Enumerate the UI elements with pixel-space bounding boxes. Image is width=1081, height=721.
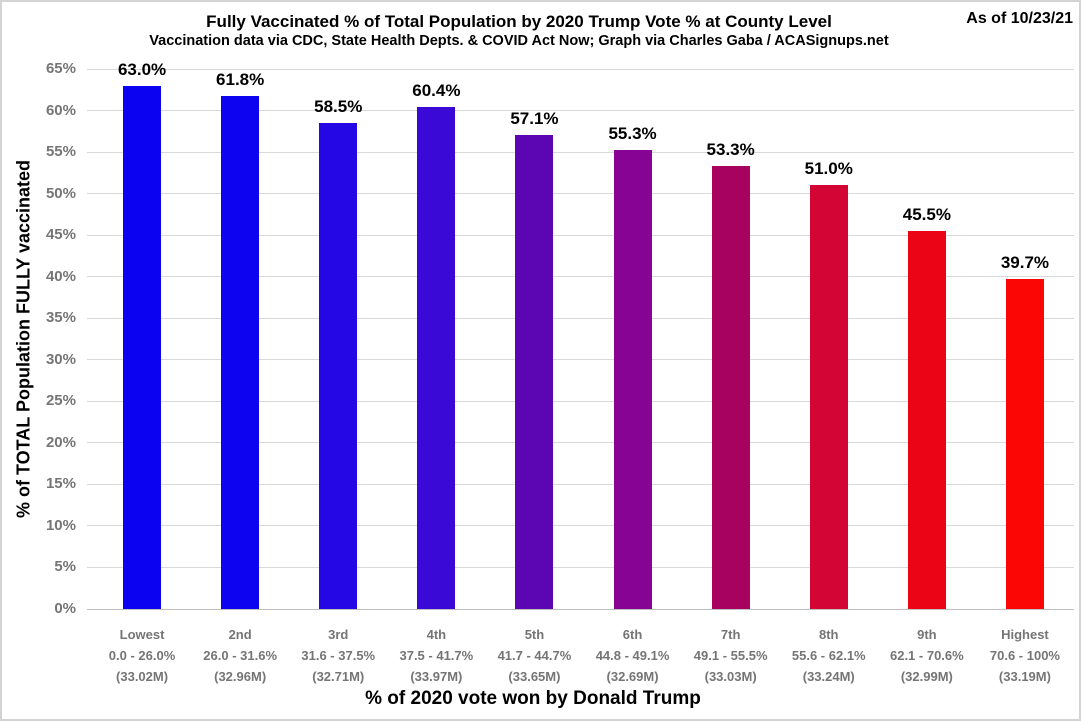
category-range: 41.7 - 44.7% xyxy=(497,648,572,663)
category-range: 55.6 - 62.1% xyxy=(791,648,866,663)
gridline xyxy=(87,525,1074,527)
category-rank: 4th xyxy=(426,627,447,642)
x-axis-line xyxy=(87,608,1074,610)
category-rank: 7th xyxy=(720,627,741,642)
bar-value-label: 57.1% xyxy=(510,108,559,128)
category-range: 31.6 - 37.5% xyxy=(301,648,376,663)
bar xyxy=(221,95,260,609)
y-axis-tick-label: 15% xyxy=(45,475,76,493)
category-rank: 2nd xyxy=(228,627,252,642)
y-axis-tick-label: 60% xyxy=(45,101,76,119)
y-axis-tick-label: 20% xyxy=(45,433,76,451)
bar xyxy=(515,134,554,609)
category-population: (33.19M) xyxy=(998,669,1051,684)
bar xyxy=(711,166,750,609)
category-rank: 9th xyxy=(917,627,937,642)
gridline xyxy=(87,317,1074,319)
category-range: 37.5 - 41.7% xyxy=(399,648,474,663)
bar-value-label: 63.0% xyxy=(117,59,167,79)
category-range: 0.0 - 26.0% xyxy=(108,648,176,663)
x-axis-category-label: 4th 37.5 - 41.7% (33.97M) xyxy=(375,624,497,687)
bar xyxy=(907,231,946,609)
gridline xyxy=(87,400,1074,402)
category-range: 49.1 - 55.5% xyxy=(693,648,768,663)
bar xyxy=(1005,279,1044,609)
y-axis-tick-label: 50% xyxy=(45,184,76,202)
category-range: 44.8 - 49.1% xyxy=(595,648,670,663)
x-axis-category-label: 5th 41.7 - 44.7% (33.65M) xyxy=(473,624,595,687)
chart-title: Fully Vaccinated % of Total Population b… xyxy=(206,12,832,31)
y-axis-tick-label: 55% xyxy=(45,143,76,161)
y-axis-tick-label: 25% xyxy=(45,392,76,410)
bar-value-label: 61.8% xyxy=(216,69,265,89)
y-axis-tick-label: 45% xyxy=(45,226,76,244)
category-range: 26.0 - 31.6% xyxy=(203,648,277,663)
gridline xyxy=(87,68,1074,70)
bar-value-label: 51.0% xyxy=(804,159,853,179)
category-rank: Lowest xyxy=(119,627,165,642)
gridline xyxy=(87,442,1074,444)
y-axis-title: % of TOTAL Population FULLY vaccinated xyxy=(13,159,34,519)
bar-value-label: 60.4% xyxy=(412,81,461,101)
gridline xyxy=(87,193,1074,195)
x-axis-category-label: 3rd 31.6 - 37.5% (32.71M) xyxy=(277,624,399,687)
gridline xyxy=(87,110,1074,112)
x-axis-category-label: 2nd 26.0 - 31.6% (32.96M) xyxy=(179,624,301,687)
x-axis-category-label: 9th 62.1 - 70.6% (32.99M) xyxy=(866,624,988,687)
bar-value-label: 53.3% xyxy=(706,140,755,160)
gridline xyxy=(87,151,1074,153)
category-rank: 5th xyxy=(524,627,545,642)
category-rank: 6th xyxy=(622,627,643,642)
category-rank: 3rd xyxy=(328,627,349,642)
category-population: (32.96M) xyxy=(214,669,267,684)
category-population: (33.02M) xyxy=(116,669,169,684)
y-axis-tick-label: 35% xyxy=(45,309,76,327)
y-axis-tick-label: 0% xyxy=(54,600,76,617)
bar xyxy=(319,123,358,609)
category-population: (33.24M) xyxy=(802,669,855,684)
bar-value-label: 45.5% xyxy=(902,205,951,224)
category-range: 62.1 - 70.6% xyxy=(889,648,964,663)
bar-value-label: 55.3% xyxy=(608,123,657,143)
gridline xyxy=(87,359,1074,361)
bar xyxy=(613,149,652,609)
gridline xyxy=(87,483,1074,485)
category-population: (32.69M) xyxy=(606,669,659,684)
category-population: (33.97M) xyxy=(410,669,463,684)
category-population: (33.65M) xyxy=(508,669,561,684)
category-range: 70.6 - 100% xyxy=(989,648,1060,663)
bar xyxy=(417,107,456,609)
chart-subtitle: Vaccination data via CDC, State Health D… xyxy=(149,33,889,49)
y-axis-tick-label: 10% xyxy=(45,516,76,534)
y-axis-tick-label: 40% xyxy=(45,267,76,285)
category-rank: Highest xyxy=(1001,627,1049,642)
x-axis-title: % of 2020 vote won by Donald Trump xyxy=(365,688,701,709)
x-axis-category-label: 8th 55.6 - 62.1% (33.24M) xyxy=(768,624,890,687)
category-population: (32.71M) xyxy=(312,669,365,684)
category-population: (32.99M) xyxy=(900,669,953,684)
bar xyxy=(123,85,162,609)
category-rank: 8th xyxy=(819,627,839,642)
x-axis-category-label: Lowest 0.0 - 26.0% (33.02M) xyxy=(81,624,203,687)
as-of-date: As of 10/23/21 xyxy=(966,10,1073,27)
bar-value-label: 58.5% xyxy=(314,97,363,116)
gridline xyxy=(87,566,1074,568)
y-axis-tick-label: 30% xyxy=(45,350,76,368)
bar xyxy=(809,185,848,609)
x-axis-category-label: 7th 49.1 - 55.5% (33.03M) xyxy=(670,624,792,687)
bar-value-label: 39.7% xyxy=(1000,253,1050,273)
x-axis-category-label: 6th 44.8 - 49.1% (32.69M) xyxy=(572,624,694,687)
y-axis-tick-label: 5% xyxy=(54,558,76,576)
gridline xyxy=(87,276,1074,278)
x-axis-category-label: Highest 70.6 - 100% (33.19M) xyxy=(964,624,1079,687)
gridline xyxy=(87,234,1074,236)
y-axis-tick-label: 65% xyxy=(45,60,76,77)
plot-area: 63.0% 61.8% 58.5% 60.4% 57.1% 55.3% 53.3% 51.0%… xyxy=(87,60,1074,610)
category-population: (33.03M) xyxy=(704,669,757,684)
